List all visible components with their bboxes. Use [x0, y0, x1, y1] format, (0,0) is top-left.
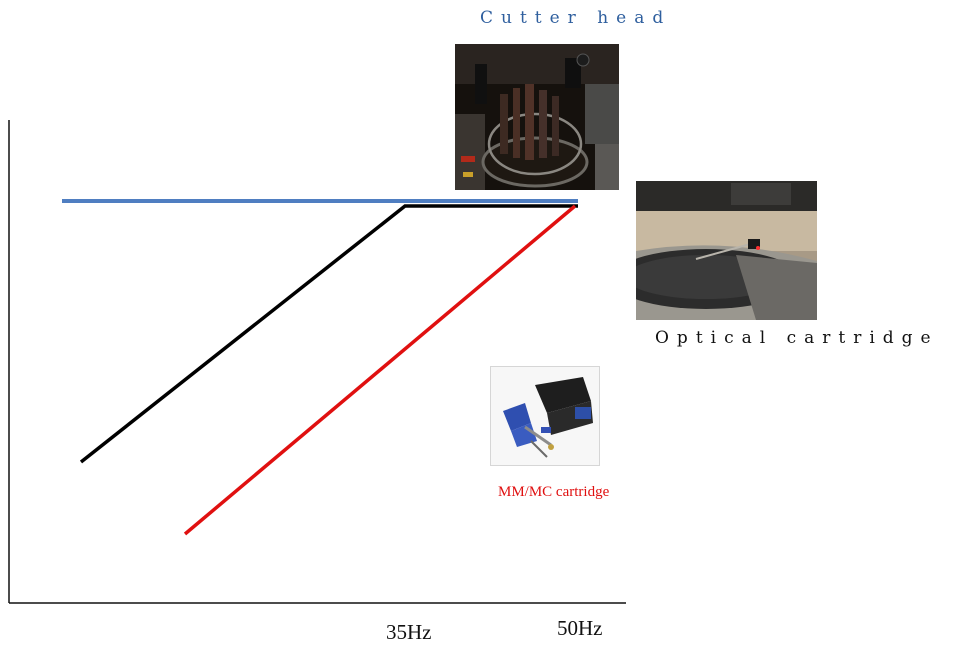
mm-mc-cartridge-photo [490, 366, 600, 466]
x-tick-50hz: 50Hz [557, 616, 603, 640]
mm-mc-cartridge-response-line [183, 204, 577, 536]
optical-cartridge-photo [636, 181, 817, 320]
cutter-head-label: Cutter head [480, 8, 672, 28]
x-tick-35hz: 35Hz [386, 620, 432, 644]
optical-cartridge-label: Optical cartridge [655, 328, 939, 348]
optical-cartridge-response-line [79, 204, 578, 464]
mm-mc-cartridge-label: MM/MC cartridge [498, 484, 610, 500]
cutter-head-photo [455, 44, 619, 190]
